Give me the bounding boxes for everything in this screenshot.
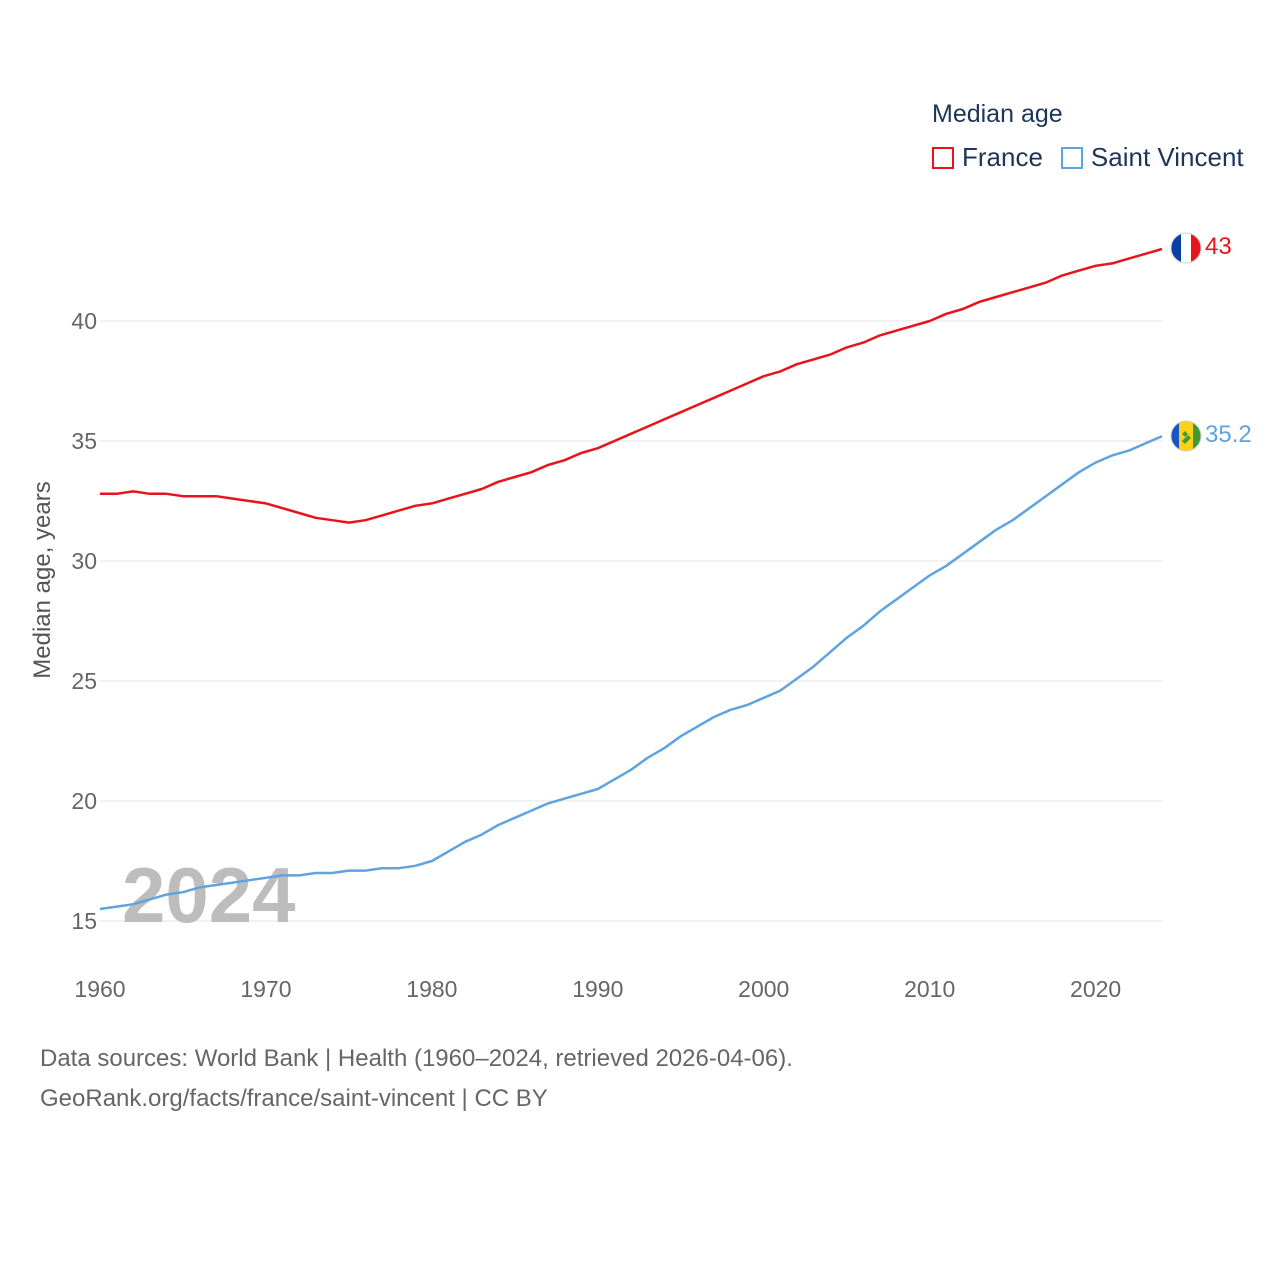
legend: France Saint Vincent — [932, 142, 1262, 173]
y-tick-label: 35 — [71, 428, 97, 454]
legend-title: Median age — [932, 100, 1063, 128]
x-tick-label: 1980 — [406, 976, 457, 1002]
legend-item-saint-vincent[interactable]: Saint Vincent — [1060, 142, 1244, 173]
y-axis-ticks: 15 20 25 30 35 40 — [71, 308, 97, 934]
saint-vincent-end-label: 35.2 — [1205, 421, 1252, 448]
x-tick-label: 2020 — [1070, 976, 1121, 1002]
legend-swatch-france — [932, 146, 954, 169]
x-tick-label: 1960 — [74, 976, 125, 1002]
y-tick-label: 30 — [71, 548, 97, 574]
series-lines — [99, 247, 1163, 911]
saint-vincent-flag-icon — [1170, 420, 1202, 452]
x-axis-ticks: 1960 1970 1980 1990 2000 2010 2020 — [74, 976, 1121, 1002]
series-line-saint-vincent — [99, 435, 1163, 911]
y-tick-label: 20 — [71, 788, 97, 814]
france-end-label: 43 — [1205, 233, 1232, 260]
gridlines — [100, 320, 1162, 922]
y-tick-label: 40 — [71, 308, 97, 334]
y-tick-label: 15 — [71, 908, 97, 934]
year-watermark: 2024 — [122, 851, 296, 939]
series-line-france — [100, 247, 1163, 524]
x-tick-label: 2010 — [904, 976, 955, 1002]
x-tick-label: 1970 — [240, 976, 291, 1002]
y-tick-label: 25 — [71, 668, 97, 694]
x-tick-label: 2000 — [738, 976, 789, 1002]
france-flag-icon — [1170, 232, 1202, 264]
source-line: Data sources: World Bank | Health (1960–… — [40, 1045, 793, 1072]
y-axis-label: Median age, years — [29, 481, 56, 678]
x-tick-label: 1990 — [572, 976, 623, 1002]
attribution-link[interactable]: GeoRank.org/facts/france/saint-vincent |… — [40, 1085, 548, 1112]
legend-label-france: France — [962, 142, 1043, 172]
legend-swatch-saint-vincent — [1060, 146, 1083, 169]
legend-item-france[interactable]: France — [932, 142, 1043, 173]
legend-label-saint-vincent: Saint Vincent — [1090, 142, 1244, 172]
